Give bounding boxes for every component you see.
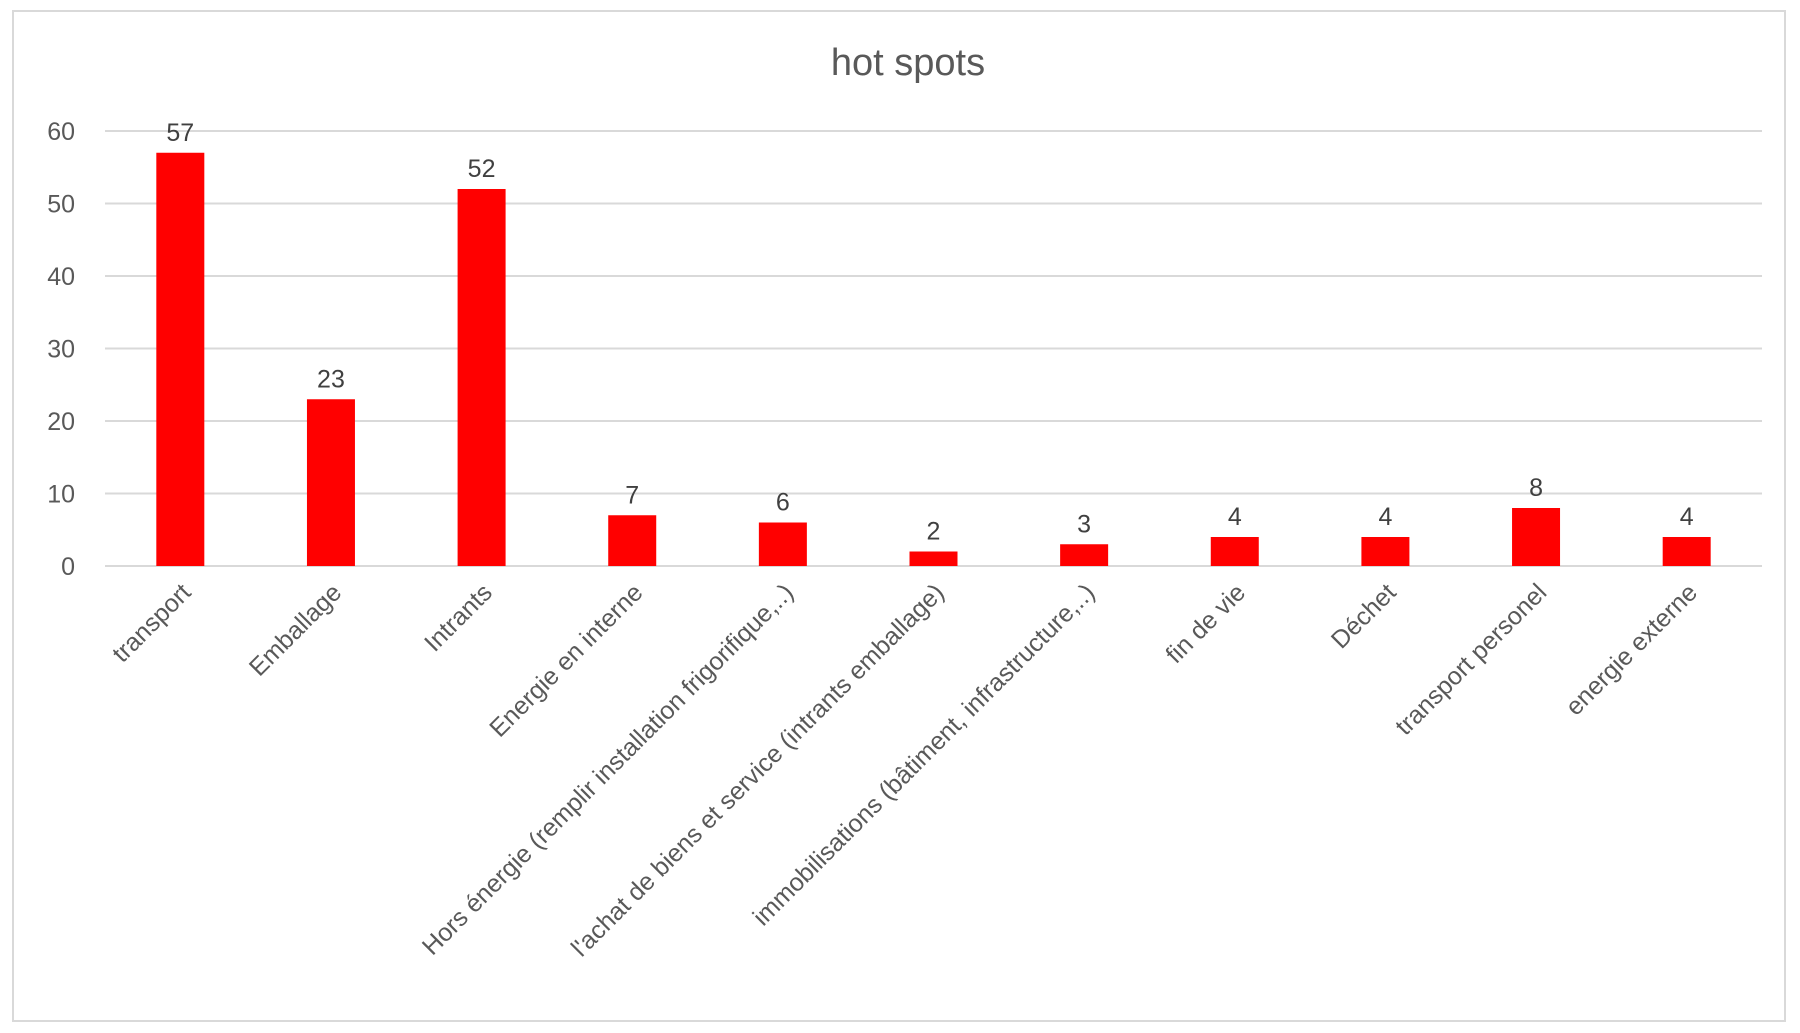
bar	[457, 189, 506, 566]
category-label: fin de vie	[1160, 578, 1251, 669]
bar	[1060, 544, 1109, 566]
bar	[1210, 537, 1259, 566]
data-label: 52	[468, 155, 496, 183]
data-label: 6	[776, 489, 790, 517]
bar	[156, 152, 205, 566]
data-label: 3	[1077, 510, 1091, 538]
y-tick-label: 10	[47, 481, 75, 509]
category-label: transport personel	[1390, 578, 1552, 740]
category-label: Emballage	[244, 578, 347, 681]
y-axis-tick-labels: 0 10 20 30 40 50 60	[47, 118, 75, 581]
bar	[1361, 537, 1410, 566]
data-label: 57	[166, 119, 194, 147]
data-label: 4	[1228, 503, 1242, 531]
bar	[1512, 508, 1561, 566]
category-label: Energie en interne	[484, 578, 648, 742]
data-label: 4	[1378, 503, 1392, 531]
category-label: energie externe	[1560, 578, 1703, 721]
chart-title: hot spots	[831, 42, 985, 84]
y-tick-label: 50	[47, 191, 75, 219]
y-tick-label: 0	[61, 553, 75, 581]
y-tick-label: 20	[47, 408, 75, 436]
category-label: Déchet	[1326, 578, 1402, 654]
y-tick-label: 30	[47, 336, 75, 364]
bar	[608, 515, 657, 566]
y-tick-label: 60	[47, 118, 75, 146]
bar	[758, 522, 807, 566]
data-label: 4	[1680, 503, 1694, 531]
bars	[156, 152, 1711, 566]
y-tick-label: 40	[47, 263, 75, 291]
data-label: 23	[317, 365, 345, 393]
category-label: transport	[107, 578, 197, 668]
bar	[306, 399, 355, 566]
bar	[1662, 537, 1711, 566]
data-label: 8	[1529, 474, 1543, 502]
data-label: 2	[927, 518, 941, 546]
category-label: immobilisations (bâtiment, infrastructur…	[748, 578, 1101, 931]
data-label: 7	[625, 481, 639, 509]
bar	[909, 551, 958, 566]
gridlines	[105, 130, 1762, 567]
category-label: Intrants	[419, 578, 498, 657]
